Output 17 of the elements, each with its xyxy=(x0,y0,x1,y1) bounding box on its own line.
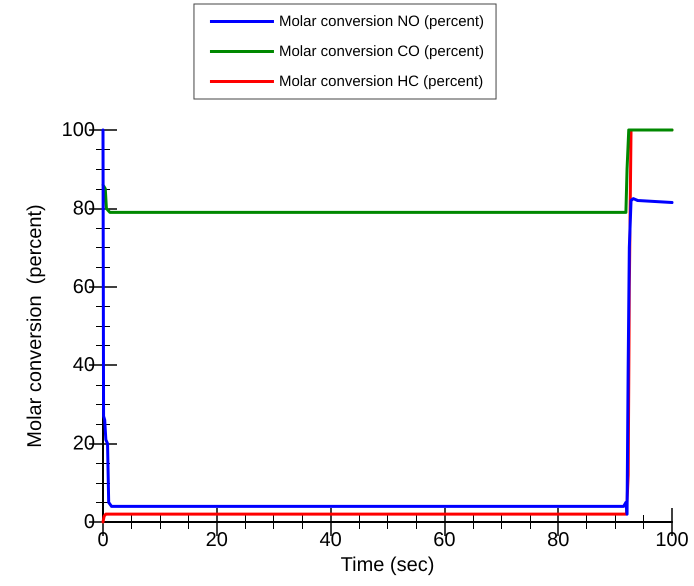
x-tick-label: 80 xyxy=(547,529,570,551)
legend-label: Molar conversion CO (percent) xyxy=(278,43,484,60)
legend-label: Molar conversion NO (percent) xyxy=(278,13,484,30)
x-tick-label: 60 xyxy=(433,529,456,551)
y-tick-label: 60 xyxy=(72,276,95,298)
y-tick-label: 40 xyxy=(72,354,95,376)
y-tick-label: 80 xyxy=(72,197,95,220)
x-tick-label: 40 xyxy=(319,529,342,551)
y-tick-label: 0 xyxy=(84,511,95,533)
x-tick-label: 100 xyxy=(655,529,689,551)
y-tick-label: 100 xyxy=(62,119,95,141)
x-axis-title: Time (sec) xyxy=(340,554,434,576)
x-tick-label: 0 xyxy=(97,529,109,551)
x-tick-label: 20 xyxy=(206,529,228,551)
legend-label: Molar conversion HC (percent) xyxy=(278,73,484,90)
y-axis-title: Molar conversion (percent) xyxy=(24,204,46,448)
y-tick-label: 20 xyxy=(72,432,95,455)
